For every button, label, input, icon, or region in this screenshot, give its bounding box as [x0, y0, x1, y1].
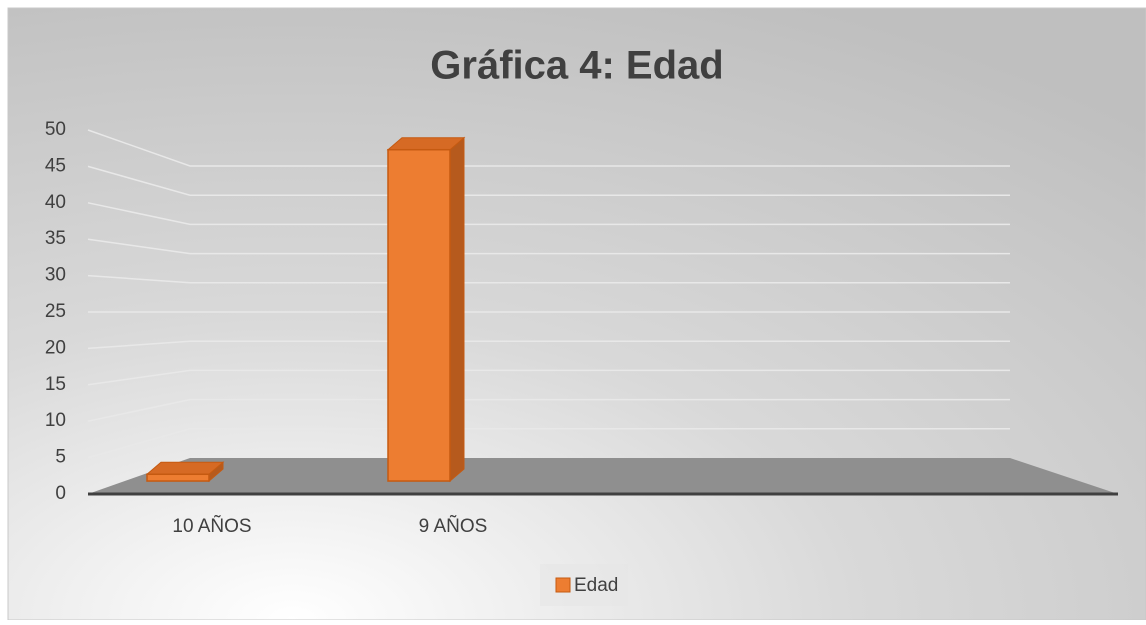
y-tick-label: 15 [45, 374, 66, 395]
grid-line [87, 274, 1010, 284]
y-tick-label: 40 [45, 192, 66, 213]
y-tick-label: 0 [55, 483, 66, 504]
y-tick-label: 50 [45, 119, 66, 140]
y-tick-label: 20 [45, 337, 66, 358]
chart-background [7, 7, 1146, 621]
grid-line [87, 165, 1010, 196]
bar [146, 473, 210, 482]
y-tick-label: 10 [45, 410, 66, 431]
bar-side [449, 136, 465, 483]
bar-top [386, 137, 466, 151]
x-tick-label: 10 AÑOS [172, 515, 251, 537]
y-tick-label: 30 [45, 265, 66, 286]
grid-line [87, 238, 1010, 255]
grid-line [87, 340, 1010, 350]
y-tick-label: 45 [45, 155, 66, 176]
grid-line [87, 428, 1010, 459]
y-tick-label: 25 [45, 301, 66, 322]
grid-line [87, 202, 1010, 226]
floor [88, 458, 1118, 494]
legend-label: Edad [574, 575, 618, 596]
y-tick-label: 5 [55, 447, 66, 468]
legend [540, 564, 628, 606]
bar [387, 148, 451, 482]
bar-top [145, 461, 225, 475]
grid-line [87, 369, 1010, 386]
x-tick-label: 9 AÑOS [419, 515, 488, 537]
y-tick-label: 35 [45, 228, 66, 249]
grid-line [87, 398, 1010, 422]
chart-title: Gráfica 4: Edad [430, 44, 723, 88]
grid-line [87, 129, 1010, 167]
legend-swatch [555, 577, 571, 593]
